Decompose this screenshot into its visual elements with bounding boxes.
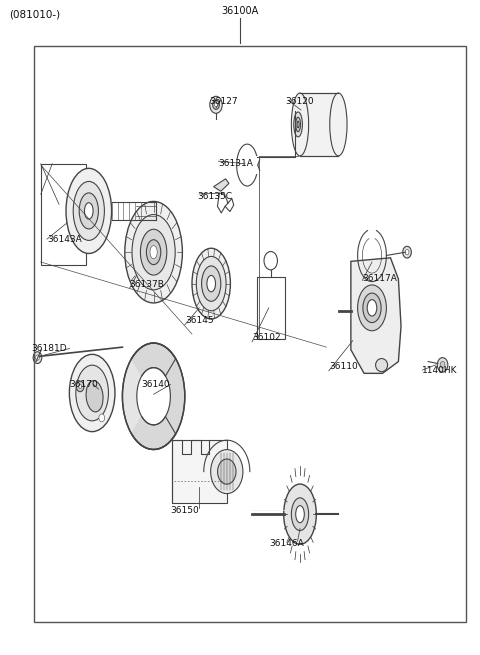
- Circle shape: [99, 414, 105, 422]
- Ellipse shape: [146, 240, 161, 265]
- Text: 36170: 36170: [70, 380, 98, 389]
- Circle shape: [76, 381, 84, 392]
- Circle shape: [215, 103, 217, 107]
- Polygon shape: [122, 343, 176, 449]
- Ellipse shape: [73, 181, 105, 240]
- Ellipse shape: [291, 93, 309, 156]
- Circle shape: [79, 384, 82, 388]
- Text: 36135C: 36135C: [197, 192, 232, 201]
- Polygon shape: [132, 343, 185, 449]
- Text: 36120: 36120: [286, 97, 314, 106]
- Circle shape: [405, 250, 409, 255]
- Circle shape: [213, 100, 219, 109]
- Ellipse shape: [296, 506, 304, 523]
- Ellipse shape: [330, 93, 347, 156]
- Text: (081010-): (081010-): [10, 10, 61, 20]
- Ellipse shape: [358, 285, 386, 331]
- Polygon shape: [214, 179, 229, 191]
- Ellipse shape: [202, 266, 221, 301]
- Circle shape: [210, 96, 222, 113]
- Text: 36140: 36140: [142, 380, 170, 389]
- Text: 36110: 36110: [329, 362, 358, 371]
- Ellipse shape: [297, 121, 299, 128]
- Bar: [34, 46, 466, 622]
- Text: 36145: 36145: [185, 316, 214, 326]
- Circle shape: [403, 246, 411, 258]
- Circle shape: [33, 352, 42, 364]
- Circle shape: [437, 358, 448, 372]
- Bar: [41, 164, 86, 265]
- Ellipse shape: [376, 358, 388, 371]
- Text: 36181D: 36181D: [31, 344, 67, 353]
- Ellipse shape: [291, 498, 309, 531]
- Text: 36150: 36150: [170, 506, 199, 515]
- Ellipse shape: [363, 293, 381, 322]
- Ellipse shape: [150, 246, 157, 259]
- Circle shape: [36, 355, 39, 360]
- Text: 1140HK: 1140HK: [422, 365, 458, 375]
- Ellipse shape: [196, 256, 226, 311]
- Text: 36100A: 36100A: [221, 7, 259, 16]
- Ellipse shape: [66, 168, 111, 253]
- Polygon shape: [351, 258, 401, 373]
- Ellipse shape: [367, 299, 377, 316]
- Ellipse shape: [207, 275, 216, 292]
- Text: 36137B: 36137B: [130, 280, 165, 290]
- Text: 36143A: 36143A: [47, 234, 82, 244]
- Text: 36102: 36102: [252, 333, 281, 342]
- Bar: [172, 440, 227, 503]
- Text: 36131A: 36131A: [218, 159, 253, 168]
- Ellipse shape: [132, 215, 175, 290]
- Ellipse shape: [76, 365, 108, 421]
- Ellipse shape: [211, 449, 243, 494]
- Ellipse shape: [140, 229, 167, 275]
- Ellipse shape: [284, 484, 316, 544]
- Text: 36127: 36127: [209, 97, 238, 106]
- Circle shape: [440, 362, 445, 368]
- Ellipse shape: [125, 202, 182, 303]
- Bar: [300, 93, 338, 156]
- Ellipse shape: [217, 459, 236, 484]
- Ellipse shape: [86, 381, 103, 412]
- Ellipse shape: [69, 354, 115, 432]
- Ellipse shape: [84, 203, 93, 219]
- Ellipse shape: [79, 193, 98, 229]
- Text: 36117A: 36117A: [362, 274, 397, 283]
- Bar: [257, 277, 285, 339]
- Ellipse shape: [296, 117, 300, 132]
- Ellipse shape: [192, 248, 230, 319]
- Ellipse shape: [294, 112, 302, 137]
- Text: 36146A: 36146A: [269, 539, 303, 548]
